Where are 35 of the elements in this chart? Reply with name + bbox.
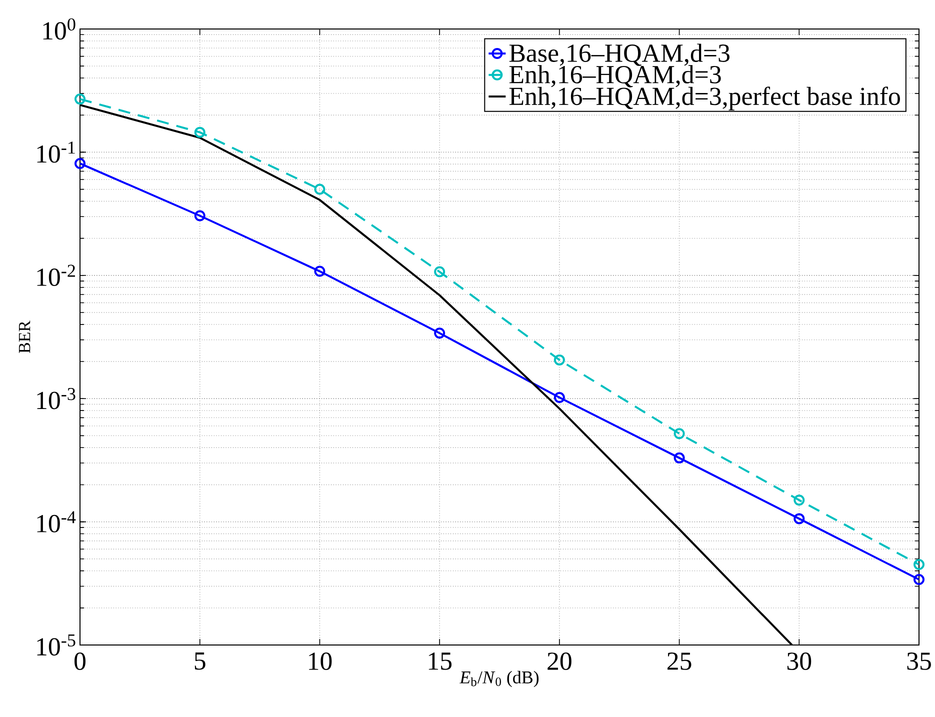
legend-label: Enh,16–HQAM,d=3: [509, 65, 721, 88]
point: [554, 392, 565, 404]
y-axis-title: BER: [18, 320, 30, 353]
point: [674, 428, 685, 440]
y-tick-label: 10$^{-3}$: [37, 388, 76, 410]
y-tick-label: 10$^{-4}$: [37, 511, 76, 532]
x-tick-label: 5: [194, 652, 206, 670]
x-tick-label: 10: [309, 652, 332, 670]
point: [314, 266, 326, 277]
y-tick-label: 10$^{-2}$: [37, 264, 75, 286]
legend-label: Enh,16–HQAM,d=3,perfect base info: [509, 86, 900, 110]
y-tick-label: 10$^{0}$: [43, 18, 76, 40]
x-tick-label: 15: [428, 652, 452, 670]
point: [434, 266, 446, 278]
point: [434, 328, 446, 339]
point: [794, 513, 805, 524]
y-tick-label: 10$^{-1}$: [37, 142, 75, 163]
point: [194, 126, 206, 138]
point: [74, 158, 86, 169]
point: [914, 559, 925, 570]
point: [674, 452, 685, 464]
x-tick-label: 30: [787, 652, 812, 670]
point: [914, 574, 925, 586]
point: [554, 354, 565, 366]
x-axis-title: E$_{b}$/N$_{0}$ (dB): [459, 670, 539, 688]
x-tick-label: 35: [907, 652, 931, 670]
x-tick-label: 0: [74, 652, 86, 670]
legend-label: Base,16–HQAM,d=3: [509, 44, 730, 66]
y-tick-label: 10$^{-5}$: [37, 634, 76, 656]
x-tick-label: 25: [667, 652, 692, 670]
x-tick-label: 20: [548, 652, 572, 670]
point: [794, 494, 805, 506]
point: [74, 94, 86, 105]
point: [194, 210, 206, 222]
point: [314, 184, 326, 195]
